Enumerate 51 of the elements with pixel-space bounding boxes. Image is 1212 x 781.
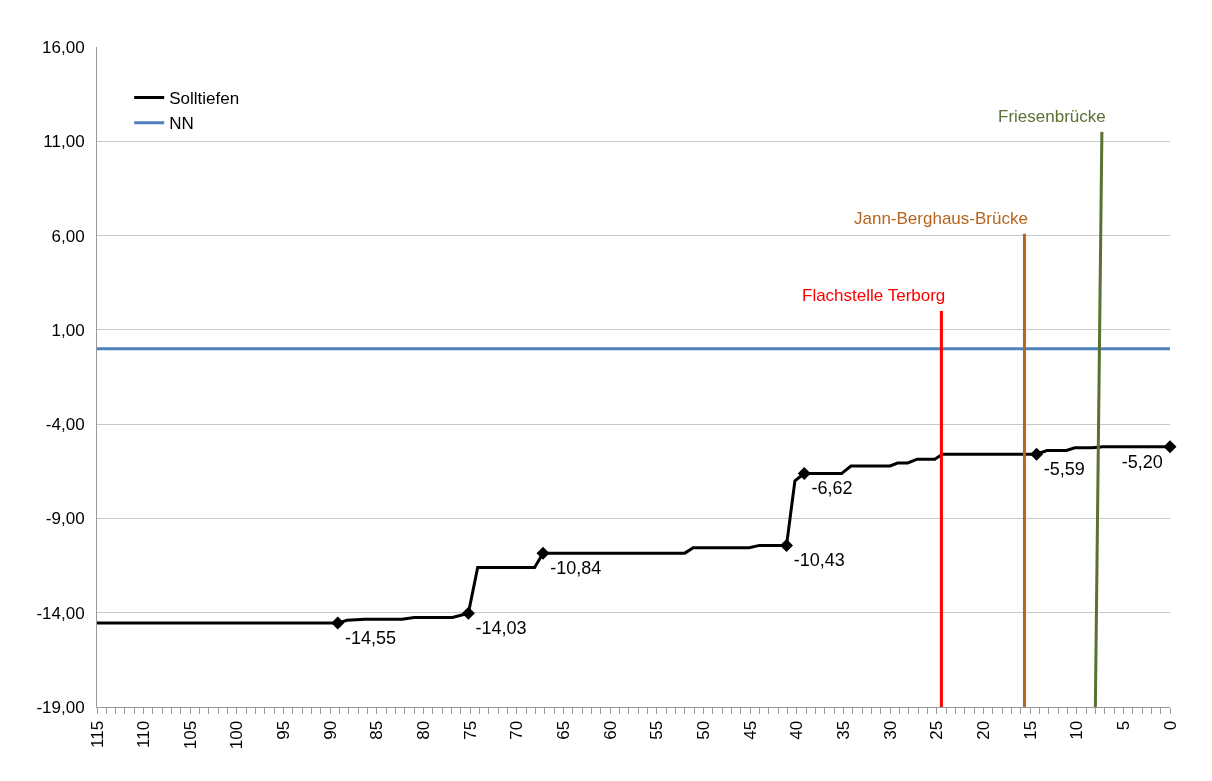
series-label: Flachstelle Terborg <box>802 286 946 305</box>
data-label: -5,59 <box>1043 458 1085 479</box>
y-tick-label: -19,00 <box>36 697 85 717</box>
x-tick-label: 15 <box>1020 720 1040 740</box>
y-tick-label: 16,00 <box>42 37 85 57</box>
x-tick-label: 5 <box>1113 720 1133 731</box>
y-tick-label: -14,00 <box>36 603 85 623</box>
point <box>331 616 345 630</box>
point <box>461 606 475 620</box>
x-tick-label: 30 <box>880 720 900 740</box>
data-label: -14,55 <box>344 627 397 648</box>
data-label: -10,43 <box>793 550 845 571</box>
y-tick-label: 6,00 <box>51 226 85 246</box>
y-tick-label: 1,00 <box>51 320 85 340</box>
legend-label: NN <box>169 114 194 134</box>
x-tick-label: 45 <box>740 720 760 740</box>
x-tick-label: 110 <box>134 720 154 748</box>
point <box>536 546 550 560</box>
x-tick-label: 35 <box>833 720 853 740</box>
legend-label: Solltiefen <box>169 89 240 109</box>
x-tick-label: 50 <box>694 720 714 740</box>
point <box>780 538 794 552</box>
y-tick-label: -4,00 <box>45 415 85 435</box>
y-tick-label: -9,00 <box>45 509 85 529</box>
x-tick-label: 10 <box>1067 720 1087 740</box>
x-tick-label: 85 <box>367 720 387 740</box>
x-tick-label: 100 <box>227 720 247 750</box>
data-label: -10,84 <box>550 557 602 578</box>
x-tick-label: 0 <box>1160 720 1180 731</box>
x-tick-label: 60 <box>600 720 620 740</box>
point <box>1030 447 1044 461</box>
x-tick-label: 95 <box>274 720 294 740</box>
series-label: Friesenbrücke <box>998 107 1106 126</box>
x-tick-label: 55 <box>647 720 667 740</box>
x-tick-label: 20 <box>973 720 993 740</box>
data-label: -14,03 <box>475 618 527 639</box>
y-tick-label: 11,00 <box>43 132 85 152</box>
x-tick-label: 40 <box>787 720 807 740</box>
x-tick-label: 90 <box>320 720 340 740</box>
x-tick-label: 70 <box>507 720 527 740</box>
x-tick-label: 65 <box>554 720 574 740</box>
x-tick-label: 75 <box>460 720 480 740</box>
data-label: -6,62 <box>811 478 853 499</box>
x-tick-label: 105 <box>180 720 200 750</box>
x-tick-label: 25 <box>927 720 947 740</box>
point <box>1163 440 1177 454</box>
x-tick-label: 80 <box>414 720 434 740</box>
data-label: -5,20 <box>1121 451 1163 472</box>
point <box>797 467 811 481</box>
series-label: Jann-Berghaus-Brücke <box>854 209 1028 228</box>
x-tick-label: 115 <box>87 720 107 748</box>
